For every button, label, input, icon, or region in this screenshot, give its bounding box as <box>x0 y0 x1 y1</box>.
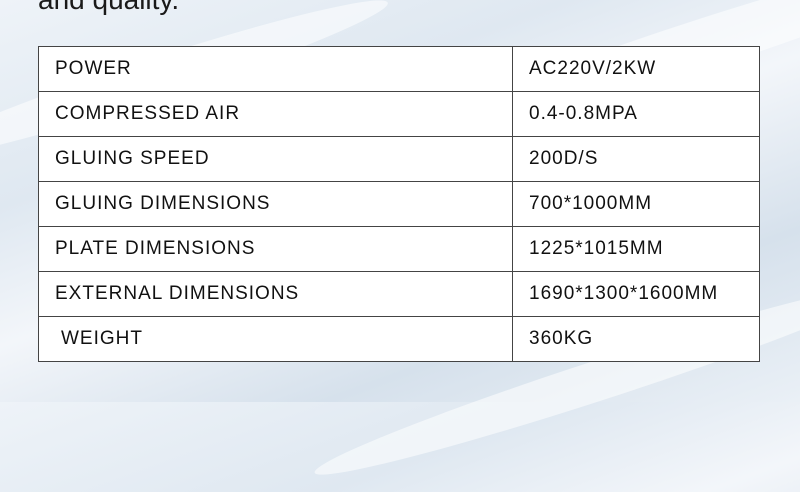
spec-value: AC220V/2KW <box>512 46 760 92</box>
spec-value: 1225*1015MM <box>512 226 760 272</box>
spec-label: WEIGHT <box>38 316 513 362</box>
table-row: GLUING SPEED 200D/S <box>38 136 760 182</box>
spec-label: COMPRESSED AIR <box>38 91 513 137</box>
spec-label: GLUING DIMENSIONS <box>38 181 513 227</box>
spec-label: EXTERNAL DIMENSIONS <box>38 271 513 317</box>
spec-value: 700*1000MM <box>512 181 760 227</box>
spec-value: 200D/S <box>512 136 760 182</box>
table-row: WEIGHT 360KG <box>38 316 760 362</box>
table-row: EXTERNAL DIMENSIONS 1690*1300*1600MM <box>38 271 760 317</box>
table-row: GLUING DIMENSIONS 700*1000MM <box>38 181 760 227</box>
spec-value: 0.4-0.8MPA <box>512 91 760 137</box>
heading-text: and quality. <box>38 0 179 16</box>
spec-value: 360KG <box>512 316 760 362</box>
table-row: PLATE DIMENSIONS 1225*1015MM <box>38 226 760 272</box>
spec-label: POWER <box>38 46 513 92</box>
spec-label: GLUING SPEED <box>38 136 513 182</box>
spec-value: 1690*1300*1600MM <box>512 271 760 317</box>
spec-label: PLATE DIMENSIONS <box>38 226 513 272</box>
spec-table: POWER AC220V/2KW COMPRESSED AIR 0.4-0.8MPA… <box>38 46 760 362</box>
table-row: COMPRESSED AIR 0.4-0.8MPA <box>38 91 760 137</box>
table-row: POWER AC220V/2KW <box>38 46 760 92</box>
